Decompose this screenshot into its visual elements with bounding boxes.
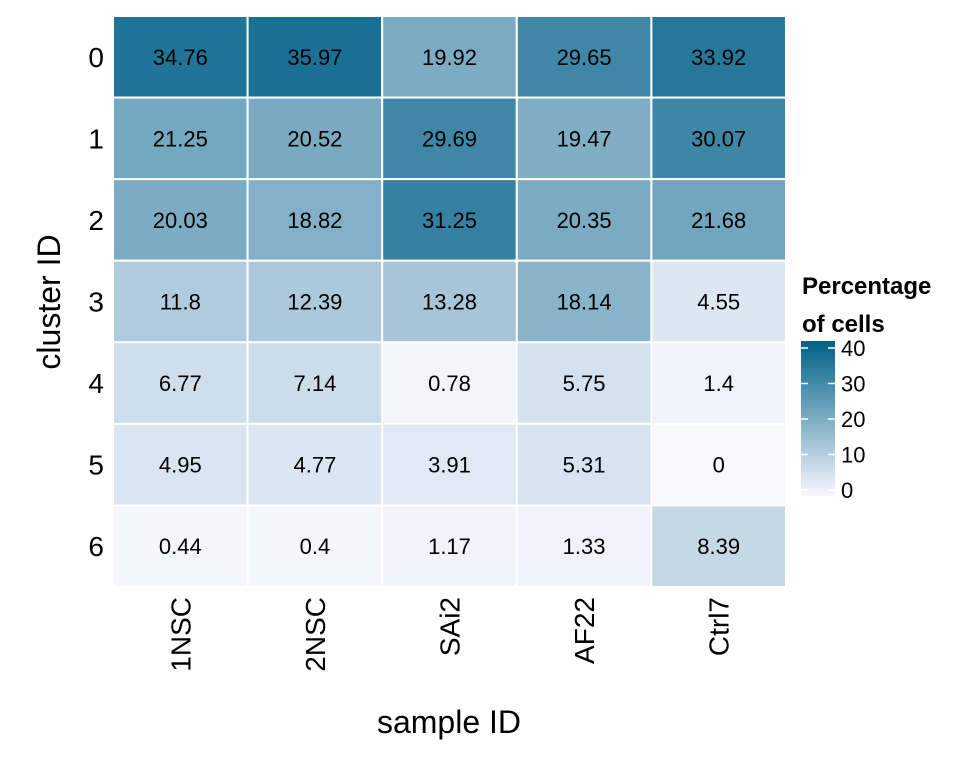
heatmap-cells: 34.76 35.97 19.92 29.65 33.92 21.25 20.52 29.69… [112,15,788,588]
colorbar-tick-label: 30 [841,372,865,397]
heatmap-cell [381,96,518,181]
cell-value-label: 21.25 [153,126,208,151]
cell-value-label: 13.28 [422,290,477,315]
heatmap-cell [112,341,249,425]
x-tick-label: Ctrl7 [704,597,735,656]
cell-value-label: 1.33 [563,534,606,559]
heatmap-cell [246,341,384,425]
y-tick-label: 0 [88,42,104,73]
x-tick-label: AF22 [569,597,600,664]
cell-value-label: 20.03 [153,208,208,233]
heatmap-cell [650,96,788,181]
colorbar-ticks: 0 10 20 30 40 [801,336,865,503]
heatmap-cell [246,422,384,507]
cell-value-label: 34.76 [153,45,208,70]
cell-value-label: 19.47 [557,126,612,151]
cell-value-label: 0.4 [300,534,331,559]
cell-value-label: 7.14 [293,371,336,396]
heatmap-cell [112,15,249,99]
x-tick-label: 2NSC [300,597,331,672]
cell-value-label: 35.97 [287,45,342,70]
cell-value-label: 21.68 [691,208,746,233]
y-axis-title: cluster ID [31,234,67,369]
cell-value-label: 4.95 [159,453,202,478]
cell-value-label: 29.65 [557,45,612,70]
legend-title-line2: of cells [802,311,885,338]
heatmap-cell [515,422,653,507]
cell-value-label: 20.52 [287,126,342,151]
x-tick-label: SAi2 [435,597,466,656]
cell-value-label: 29.69 [422,126,477,151]
cell-value-label: 4.77 [293,453,336,478]
cell-value-label: 4.55 [697,290,740,315]
y-tick-label: 6 [88,531,104,562]
cell-value-label: 19.92 [422,45,477,70]
cell-value-label: 0 [713,453,725,478]
x-tick-label: 1NSC [165,597,196,672]
heatmap-cell [246,259,384,344]
cell-value-label: 6.77 [159,371,202,396]
cell-value-label: 5.31 [563,453,606,478]
x-axis-title: sample ID [377,704,521,740]
cell-value-label: 18.82 [287,208,342,233]
heatmap-cell [515,178,653,262]
cell-value-label: 20.35 [557,208,612,233]
cell-value-label: 33.92 [691,45,746,70]
y-tick-labels: 0 1 2 3 4 5 6 [88,42,104,562]
cell-value-label: 1.17 [428,534,471,559]
heatmap-cell [381,422,518,507]
cell-value-label: 0.44 [159,534,202,559]
heatmap-cell [650,422,788,507]
y-tick-label: 4 [88,368,104,399]
colorbar-tick-label: 20 [841,407,865,432]
heatmap-cell [381,15,518,99]
heatmap-cell [246,15,384,99]
y-tick-label: 2 [88,205,104,236]
heatmap-cell [246,178,384,262]
y-tick-label: 1 [88,123,104,154]
legend-title-line1: Percentage [802,273,931,300]
cell-value-label: 30.07 [691,126,746,151]
cell-value-label: 11.8 [160,290,201,315]
cell-value-label: 8.39 [697,534,740,559]
cell-value-label: 1.4 [703,371,734,396]
y-tick-label: 3 [88,287,104,318]
x-tick-labels: 1NSC 2NSC SAi2 AF22 Ctrl7 [165,597,734,672]
legend: Percentage of cells 0 10 20 30 40 [801,273,931,503]
heatmap-cell [650,259,788,344]
heatmap-cell [381,341,518,425]
colorbar-tick-label: 0 [841,478,853,503]
heatmap-cell [112,504,249,588]
cell-value-label: 18.14 [557,290,612,315]
colorbar-tick-label: 40 [841,336,865,361]
cell-value-label: 31.25 [422,208,477,233]
y-tick-label: 5 [88,450,104,481]
cell-value-label: 0.78 [428,371,471,396]
colorbar-tick-label: 10 [841,443,865,468]
cell-value-label: 12.39 [287,290,342,315]
cell-value-label: 5.75 [563,371,606,396]
heatmap-cell [112,96,249,181]
heatmap-cell [112,259,249,344]
heatmap-cell [381,259,518,344]
heatmap-cell [515,259,653,344]
cell-value-label: 3.91 [428,453,471,478]
heatmap-cell [650,504,788,588]
heatmap-cell [515,504,653,588]
